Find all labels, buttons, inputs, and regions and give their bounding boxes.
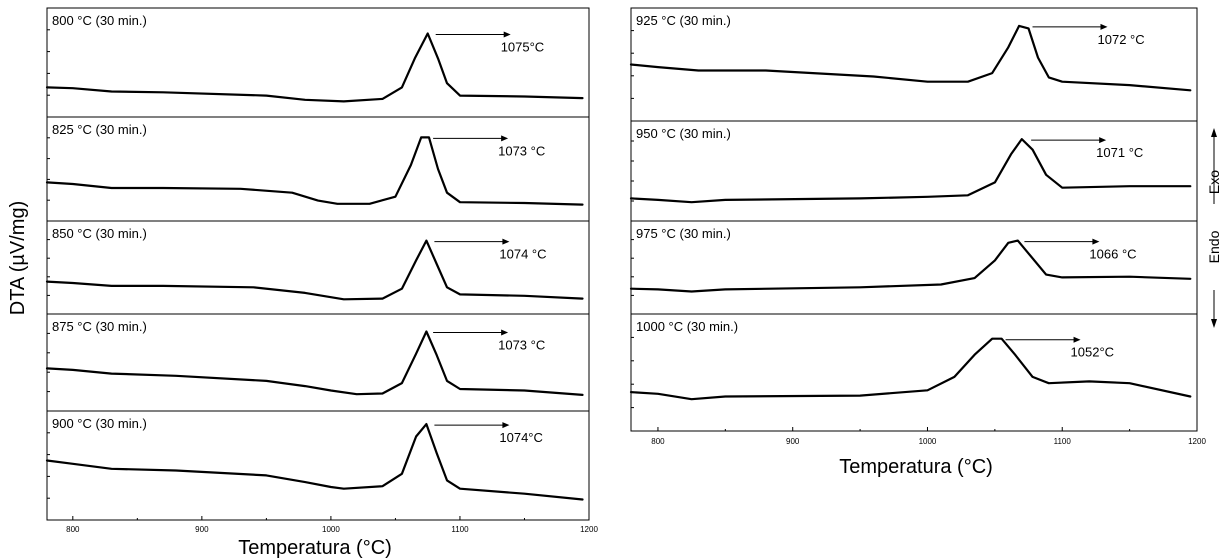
panel-label: 975 °C (30 min.)	[636, 226, 731, 241]
peak-label: 1073 °C	[498, 143, 545, 158]
x-tick-label: 800	[651, 437, 665, 446]
x-tick-label: 800	[66, 525, 80, 534]
peak-arrow-head	[501, 329, 509, 336]
panel-left-3: 850 °C (30 min.) 1074 °C	[45, 220, 590, 315]
peak-arrow-head	[503, 31, 511, 38]
dta-curve	[45, 330, 584, 396]
x-tick-label: 900	[786, 437, 800, 446]
peak-label: 1074°C	[499, 430, 543, 445]
right-chart: 925 °C (30 min.) 1072 °C 950 °C (30 min.) 1…	[629, 7, 1206, 446]
x-tick-label: 900	[195, 525, 209, 534]
peak-arrow-head	[1073, 336, 1081, 343]
peak-arrow-head	[1092, 238, 1100, 245]
dta-curve	[629, 337, 1192, 401]
peak-arrow-head	[502, 238, 510, 245]
dta-curve	[45, 423, 584, 501]
x-tick-label: 1200	[580, 525, 598, 534]
panel-frame	[630, 313, 1198, 432]
panel-right-1: 925 °C (30 min.) 1072 °C	[629, 7, 1198, 122]
peak-arrow-head	[501, 135, 509, 142]
x-tick-label: 1000	[322, 525, 340, 534]
panel-label: 925 °C (30 min.)	[636, 13, 731, 28]
x-tick-label: 1000	[919, 437, 937, 446]
endo-label: Endo	[1206, 230, 1222, 263]
dta-curve	[629, 239, 1192, 293]
peak-label: 1052°C	[1071, 345, 1115, 360]
endo-arrow-head	[1211, 319, 1217, 328]
dta-curve	[45, 136, 584, 206]
peak-arrow-head	[1100, 23, 1108, 30]
panel-label: 1000 °C (30 min.)	[636, 319, 738, 334]
panel-right-4: 1000 °C (30 min.) 1052°C	[629, 313, 1198, 432]
x-axis-label-left: Temperatura (°C)	[238, 537, 392, 558]
panel-left-5: 900 °C (30 min.) 1074°C	[45, 410, 590, 521]
panel-label: 875 °C (30 min.)	[52, 319, 147, 334]
x-axis-label-right: Temperatura (°C)	[839, 456, 993, 478]
panel-right-2: 950 °C (30 min.) 1071 °C	[629, 120, 1198, 222]
panel-label: 850 °C (30 min.)	[52, 226, 147, 241]
panel-label: 950 °C (30 min.)	[636, 126, 731, 141]
peak-label: 1071 °C	[1096, 145, 1143, 160]
left-chart: 800 °C (30 min.) 1075°C 825 °C (30 min.) 10…	[45, 7, 598, 534]
exo-label: Exo	[1206, 170, 1222, 194]
peak-arrow-head	[1099, 137, 1107, 144]
panel-label: 900 °C (30 min.)	[52, 416, 147, 431]
peak-label: 1073 °C	[498, 338, 545, 353]
panel-frame	[46, 410, 590, 521]
panel-label: 825 °C (30 min.)	[52, 122, 147, 137]
dta-curve	[45, 32, 584, 103]
dta-curve	[629, 138, 1192, 204]
dta-curve	[629, 24, 1192, 92]
panel-left-4: 875 °C (30 min.) 1073 °C	[45, 313, 590, 412]
peak-label: 1074 °C	[499, 247, 546, 262]
dta-curve	[45, 239, 584, 301]
panel-label: 800 °C (30 min.)	[52, 13, 147, 28]
panel-left-2: 825 °C (30 min.) 1073 °C	[45, 116, 590, 222]
panel-right-3: 975 °C (30 min.) 1066 °C	[629, 220, 1198, 315]
y-axis-label: DTA (µV/mg)	[7, 201, 29, 316]
exo-arrow-head	[1211, 128, 1217, 137]
peak-label: 1072 °C	[1098, 32, 1145, 47]
x-tick-label: 1100	[1054, 437, 1072, 446]
peak-label: 1066 °C	[1089, 247, 1136, 262]
peak-label: 1075°C	[501, 40, 545, 55]
peak-arrow-head	[502, 422, 510, 429]
exo-endo-indicator: Exo Endo	[1206, 128, 1222, 328]
x-tick-label: 1200	[1188, 437, 1206, 446]
x-tick-label: 1100	[451, 525, 469, 534]
panel-left-1: 800 °C (30 min.) 1075°C	[45, 7, 590, 118]
